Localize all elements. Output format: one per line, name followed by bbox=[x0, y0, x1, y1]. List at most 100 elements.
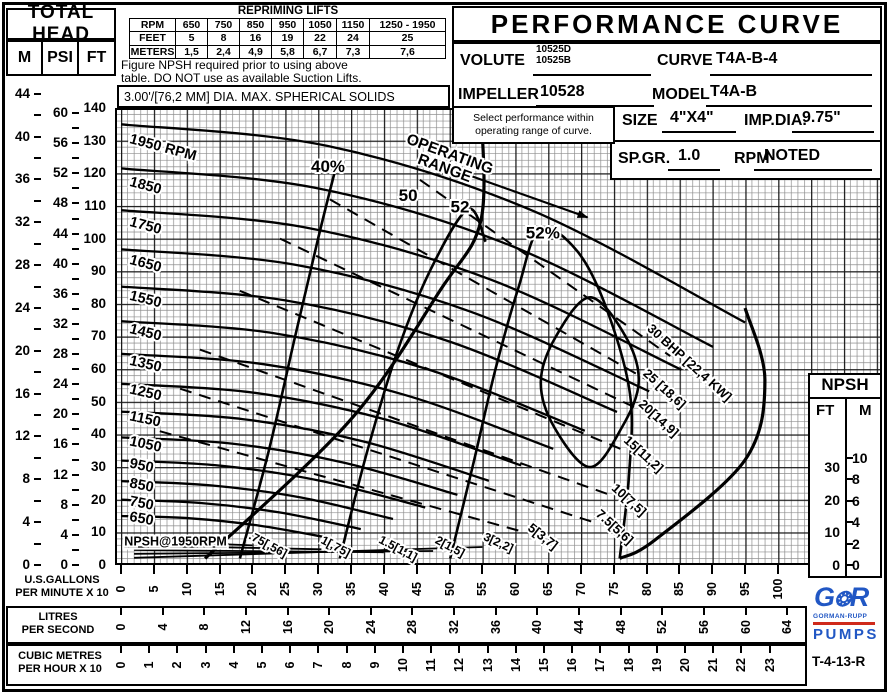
npsh-m-tick-label: 10 bbox=[852, 449, 868, 466]
cmh-axis-title-1: CUBIC METRES bbox=[18, 650, 102, 662]
npsh-m-tick bbox=[846, 456, 853, 459]
head-m-tick bbox=[34, 92, 41, 95]
head-ft-tick-label: 90 bbox=[90, 263, 106, 279]
lps-tick bbox=[453, 606, 456, 615]
cmh-tick-label: 18 bbox=[621, 658, 636, 672]
bhp-curve-7.5[5,6] bbox=[179, 387, 596, 524]
bhp-curve-25 [18,6] bbox=[329, 198, 646, 380]
head-ft-tick-label: 0 bbox=[98, 557, 106, 572]
cmh-tick bbox=[768, 644, 771, 653]
head-ft-tick-label: 10 bbox=[90, 524, 106, 540]
repriming-cell: 4,9 bbox=[239, 44, 272, 60]
gpm-tick-label: 0 bbox=[114, 585, 128, 593]
cmh-tick-label: 16 bbox=[565, 658, 580, 672]
cmh-tick-label: 23 bbox=[762, 658, 777, 672]
npshl-curve-3[2,2] bbox=[134, 546, 483, 559]
head-psi-tick bbox=[72, 413, 79, 416]
head-m-tick-label: 20 bbox=[14, 342, 30, 358]
gpm-tick bbox=[152, 565, 155, 574]
cmh-tick-label: 9 bbox=[367, 661, 382, 669]
bhp-curve-20[14,9] bbox=[279, 237, 641, 411]
head-m-tick bbox=[34, 114, 41, 117]
gpm-tick bbox=[547, 565, 550, 574]
gpm-tick bbox=[579, 565, 582, 574]
head-m-tick bbox=[34, 435, 41, 438]
npshl-curve-1[,75] bbox=[134, 544, 322, 551]
cmh-tick-label: 11 bbox=[424, 658, 439, 672]
lps-tick-label: 40 bbox=[530, 620, 545, 634]
imp-dia-value: 9.75" bbox=[802, 109, 841, 126]
gpm-tick-label: 40 bbox=[376, 582, 391, 596]
eff-curve-label: 52 bbox=[451, 198, 470, 217]
head-ft-tick-label: 20 bbox=[90, 491, 106, 507]
cmh-tick bbox=[514, 644, 517, 653]
cmh-tick-label: 3 bbox=[198, 661, 213, 669]
size-label: SIZE bbox=[622, 112, 658, 129]
gpm-tick bbox=[481, 565, 484, 574]
curve-label: CURVE bbox=[657, 52, 713, 69]
cmh-axis-title-2: PER HOUR X 10 bbox=[18, 663, 102, 675]
gpm-axis-title-1: U.S.GALLONS bbox=[24, 574, 100, 586]
gpm-tick bbox=[185, 565, 188, 574]
cmh-tick bbox=[289, 644, 292, 653]
head-m-tick bbox=[34, 306, 41, 309]
head-m-tick bbox=[34, 264, 41, 267]
npsh-m-tick-label: 6 bbox=[852, 492, 860, 509]
cmh-tick-label: 0 bbox=[114, 661, 128, 669]
head-ft-tick-label: 70 bbox=[90, 328, 106, 344]
gpm-tick-label: 35 bbox=[343, 582, 358, 596]
head-m-tick-label: 16 bbox=[14, 385, 30, 401]
cmh-tick bbox=[655, 644, 658, 653]
lps-tick bbox=[369, 606, 372, 615]
repriming-cell: 16 bbox=[239, 31, 272, 46]
volute-label: VOLUTE bbox=[460, 52, 525, 69]
cmh-tick-label: 22 bbox=[734, 658, 749, 672]
head-psi-tick bbox=[72, 247, 79, 250]
rpm-curve-1350 bbox=[120, 352, 554, 450]
rpm-curve-1050 bbox=[120, 436, 458, 496]
head-ft-tick-label: 50 bbox=[90, 393, 106, 409]
head-m-tick-label: 40 bbox=[14, 128, 30, 144]
cmh-tick bbox=[232, 644, 235, 653]
head-ft-tick-label: 80 bbox=[90, 295, 106, 311]
repriming-cell: 1,5 bbox=[175, 44, 208, 60]
head-ft-tick-label: 30 bbox=[90, 459, 106, 475]
head-unit-ft: FT bbox=[77, 40, 116, 76]
rpm-field-value: NOTED bbox=[764, 147, 820, 164]
repriming-cell: 25 bbox=[369, 31, 446, 46]
cmh-tick bbox=[373, 644, 376, 653]
head-m-tick bbox=[34, 135, 41, 138]
head-psi-tick-label: 40 bbox=[52, 255, 68, 271]
rpm-curve-1950 RPM bbox=[120, 123, 746, 324]
head-psi-tick-label: 44 bbox=[52, 225, 68, 241]
lps-tick bbox=[786, 606, 789, 615]
cmh-tick-label: 10 bbox=[396, 658, 410, 672]
rpm-curve-750 bbox=[120, 498, 362, 531]
head-psi-tick-label: 36 bbox=[52, 285, 68, 301]
lps-tick bbox=[619, 606, 622, 615]
curve-underline bbox=[710, 74, 872, 76]
cmh-tick-label: 8 bbox=[339, 661, 354, 669]
head-psi-tick-label: 4 bbox=[60, 526, 68, 542]
eff-curve-52 bbox=[448, 226, 634, 559]
logo-r: R bbox=[849, 582, 869, 612]
cmh-tick-label: 7 bbox=[311, 661, 326, 669]
cmh-tick bbox=[430, 644, 433, 653]
logo-swirl-icon: ❂ bbox=[834, 589, 851, 611]
head-psi-tick bbox=[72, 548, 79, 551]
logo-g: G bbox=[814, 582, 835, 612]
gpm-tick-label: 20 bbox=[245, 582, 260, 596]
env-curve bbox=[618, 307, 767, 560]
lps-tick-label: 4 bbox=[155, 623, 170, 631]
head-psi-tick-label: 56 bbox=[52, 135, 68, 151]
gpm-tick bbox=[612, 565, 615, 574]
lps-tick bbox=[328, 606, 331, 615]
repriming-cell: 7,6 bbox=[369, 44, 446, 60]
gpm-tick bbox=[120, 565, 122, 574]
gpm-tick bbox=[317, 565, 320, 574]
gpm-tick bbox=[251, 565, 254, 574]
gpm-tick-label: 95 bbox=[738, 582, 753, 596]
head-psi-tick-label: 60 bbox=[52, 105, 68, 121]
npsh-ft-tick-label: 0 bbox=[832, 557, 840, 573]
repriming-cell: 650 bbox=[175, 18, 208, 33]
